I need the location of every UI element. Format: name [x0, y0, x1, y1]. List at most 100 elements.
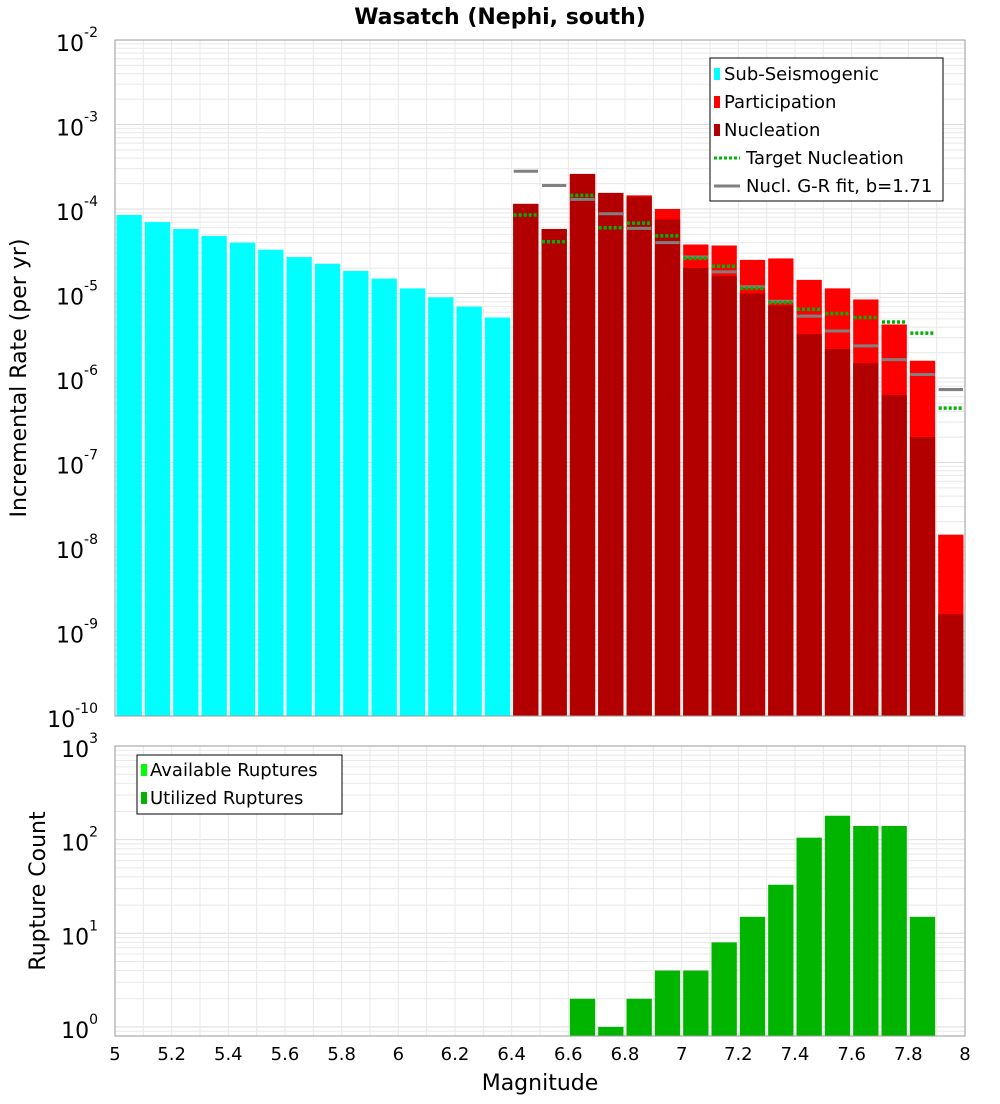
y-tick-base: 10 — [56, 539, 84, 564]
utilized-ruptures-bar — [711, 942, 737, 1036]
y-axis-label: Incremental Rate (per yr) — [7, 239, 32, 518]
y-tick-base: 10 — [61, 925, 89, 950]
legend-label: Available Ruptures — [150, 760, 318, 781]
y-tick-exponent: -3 — [84, 110, 98, 126]
y-tick-base: 10 — [47, 708, 75, 733]
legend-label: Target Nucleation — [745, 148, 904, 169]
x-tick-label: 7.2 — [724, 1044, 753, 1065]
x-tick-label: 7 — [676, 1044, 687, 1065]
y-tick-base: 10 — [56, 286, 84, 311]
x-tick-label: 7.8 — [894, 1044, 923, 1065]
y-tick-base: 10 — [61, 1019, 89, 1044]
y-tick-label: 10-5 — [56, 279, 98, 311]
legend-box — [709, 57, 944, 202]
nucleation-bar — [513, 203, 539, 716]
x-tick-label: 5.2 — [157, 1044, 186, 1065]
legend-swatch — [714, 68, 720, 80]
utilized-ruptures-bar — [824, 815, 851, 1036]
y-tick-label: 101 — [61, 918, 98, 950]
y-tick-exponent: -6 — [84, 363, 98, 379]
x-tick-label: 7.4 — [781, 1044, 810, 1065]
x-axis-label: Magnitude — [482, 1071, 599, 1096]
y-tick-label: 10-6 — [56, 363, 98, 395]
x-tick-label: 5 — [109, 1044, 120, 1065]
y-tick-label: 10-9 — [56, 617, 98, 649]
legend-swatch — [714, 124, 720, 136]
nucleation-bar — [598, 192, 624, 716]
nucleation-bar — [683, 268, 709, 716]
sub-seismogenic-bar — [314, 263, 341, 716]
utilized-ruptures-bar — [768, 884, 794, 1036]
nucleation-bar — [569, 173, 596, 716]
utilized-ruptures-bar — [683, 970, 709, 1036]
y-tick-exponent: 1 — [89, 918, 98, 934]
nucleation-bar — [881, 394, 907, 716]
x-tick-label: 6.2 — [441, 1044, 470, 1065]
sub-seismogenic-bar — [399, 288, 426, 716]
y-tick-exponent: -5 — [84, 279, 98, 295]
y-tick-label: 10-2 — [56, 25, 98, 57]
sub-seismogenic-bar — [456, 306, 482, 716]
y-tick-base: 10 — [56, 117, 84, 142]
legend-label: Utilized Ruptures — [150, 788, 303, 809]
utilized-ruptures-bar — [796, 837, 822, 1036]
y-tick-exponent: -4 — [84, 194, 98, 210]
y-tick-label: 10-8 — [56, 532, 98, 564]
sub-seismogenic-bar — [201, 235, 227, 716]
y-tick-exponent: -8 — [84, 532, 98, 548]
y-tick-label: 100 — [61, 1012, 98, 1044]
y-tick-exponent: 3 — [89, 731, 98, 747]
legend-label: Nucl. G-R fit, b=1.71 — [746, 176, 932, 197]
sub-seismogenic-bar — [343, 270, 369, 716]
utilized-ruptures-bar — [739, 916, 766, 1036]
y-tick-exponent: -7 — [84, 448, 98, 464]
utilized-ruptures-bar — [569, 998, 596, 1036]
y-tick-exponent: -2 — [84, 25, 98, 41]
legend-swatch — [714, 96, 720, 108]
nucleation-bar — [626, 196, 652, 717]
plot-border — [114, 39, 966, 717]
y-tick-exponent: -9 — [84, 617, 98, 633]
y-tick-exponent: 2 — [89, 825, 98, 841]
nucleation-bar — [853, 363, 879, 716]
y-tick-label: 102 — [61, 825, 98, 857]
legend-label: Participation — [724, 92, 836, 113]
sub-seismogenic-bar — [371, 278, 397, 716]
y-tick-label: 10-10 — [47, 701, 98, 733]
legend-box — [136, 754, 343, 815]
plot-border — [114, 745, 966, 1037]
legend-rates: Sub-Seismogenic Participation Nucleation Ta… — [709, 57, 944, 202]
rates-panel: 10-210-310-410-510-610-710-810-910-10Inc… — [7, 25, 966, 733]
sub-seismogenic-bar — [428, 297, 454, 716]
x-tick-label: 6.6 — [554, 1044, 583, 1065]
nucleation-bar — [938, 614, 964, 716]
y-tick-label: 10-3 — [56, 110, 98, 142]
nucleation-bar — [654, 219, 681, 717]
chart-title: Wasatch (Nephi, south) — [354, 5, 646, 30]
nucleation-bar — [824, 349, 851, 716]
nucleation-bar — [909, 437, 936, 716]
x-tick-label: 6 — [393, 1044, 404, 1065]
nucleation-bar — [768, 305, 794, 716]
y-tick-base: 10 — [56, 455, 84, 480]
y-axis-label: Rupture Count — [26, 811, 51, 971]
y-tick-label: 103 — [61, 731, 98, 763]
sub-seismogenic-bar — [286, 257, 312, 716]
sub-seismogenic-bar — [173, 228, 199, 716]
y-tick-base: 10 — [61, 738, 89, 763]
utilized-ruptures-bar — [598, 1026, 624, 1036]
y-tick-exponent: 0 — [89, 1012, 98, 1028]
x-tick-label: 5.8 — [327, 1044, 356, 1065]
sub-seismogenic-bar — [258, 249, 284, 716]
x-tick-label: 5.4 — [214, 1044, 243, 1065]
utilized-ruptures-bar — [853, 825, 879, 1036]
y-tick-base: 10 — [56, 370, 84, 395]
x-tick-label: 8 — [959, 1044, 970, 1065]
y-tick-base: 10 — [56, 624, 84, 649]
utilized-ruptures-bar — [654, 970, 681, 1036]
utilized-ruptures-bar — [909, 916, 936, 1036]
sub-seismogenic-bar — [144, 222, 171, 716]
legend-label: Nucleation — [724, 120, 820, 141]
